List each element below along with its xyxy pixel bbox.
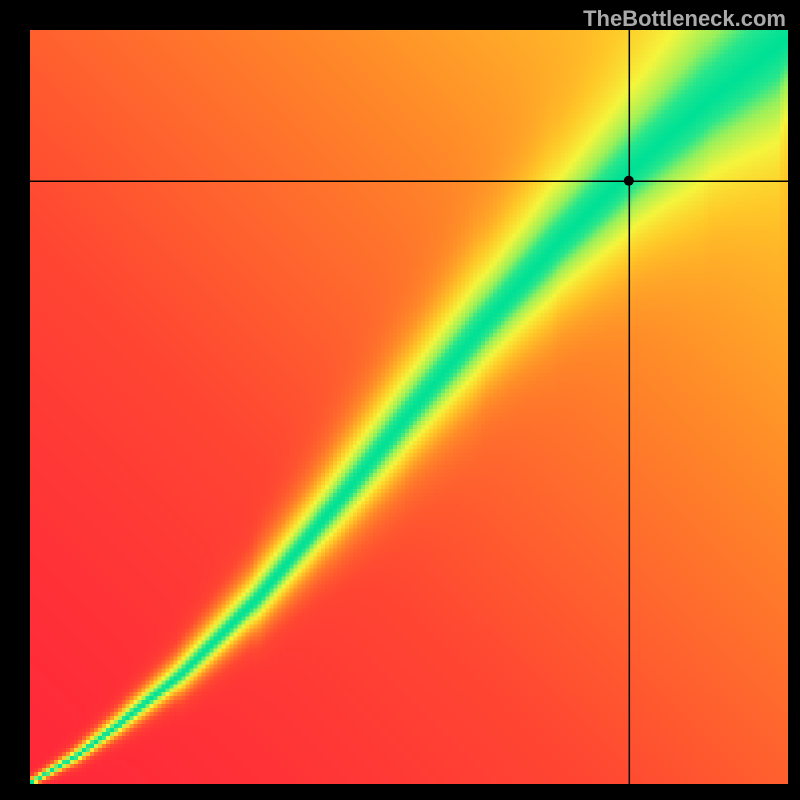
watermark-text: TheBottleneck.com (583, 6, 786, 32)
crosshair-overlay (0, 0, 800, 800)
